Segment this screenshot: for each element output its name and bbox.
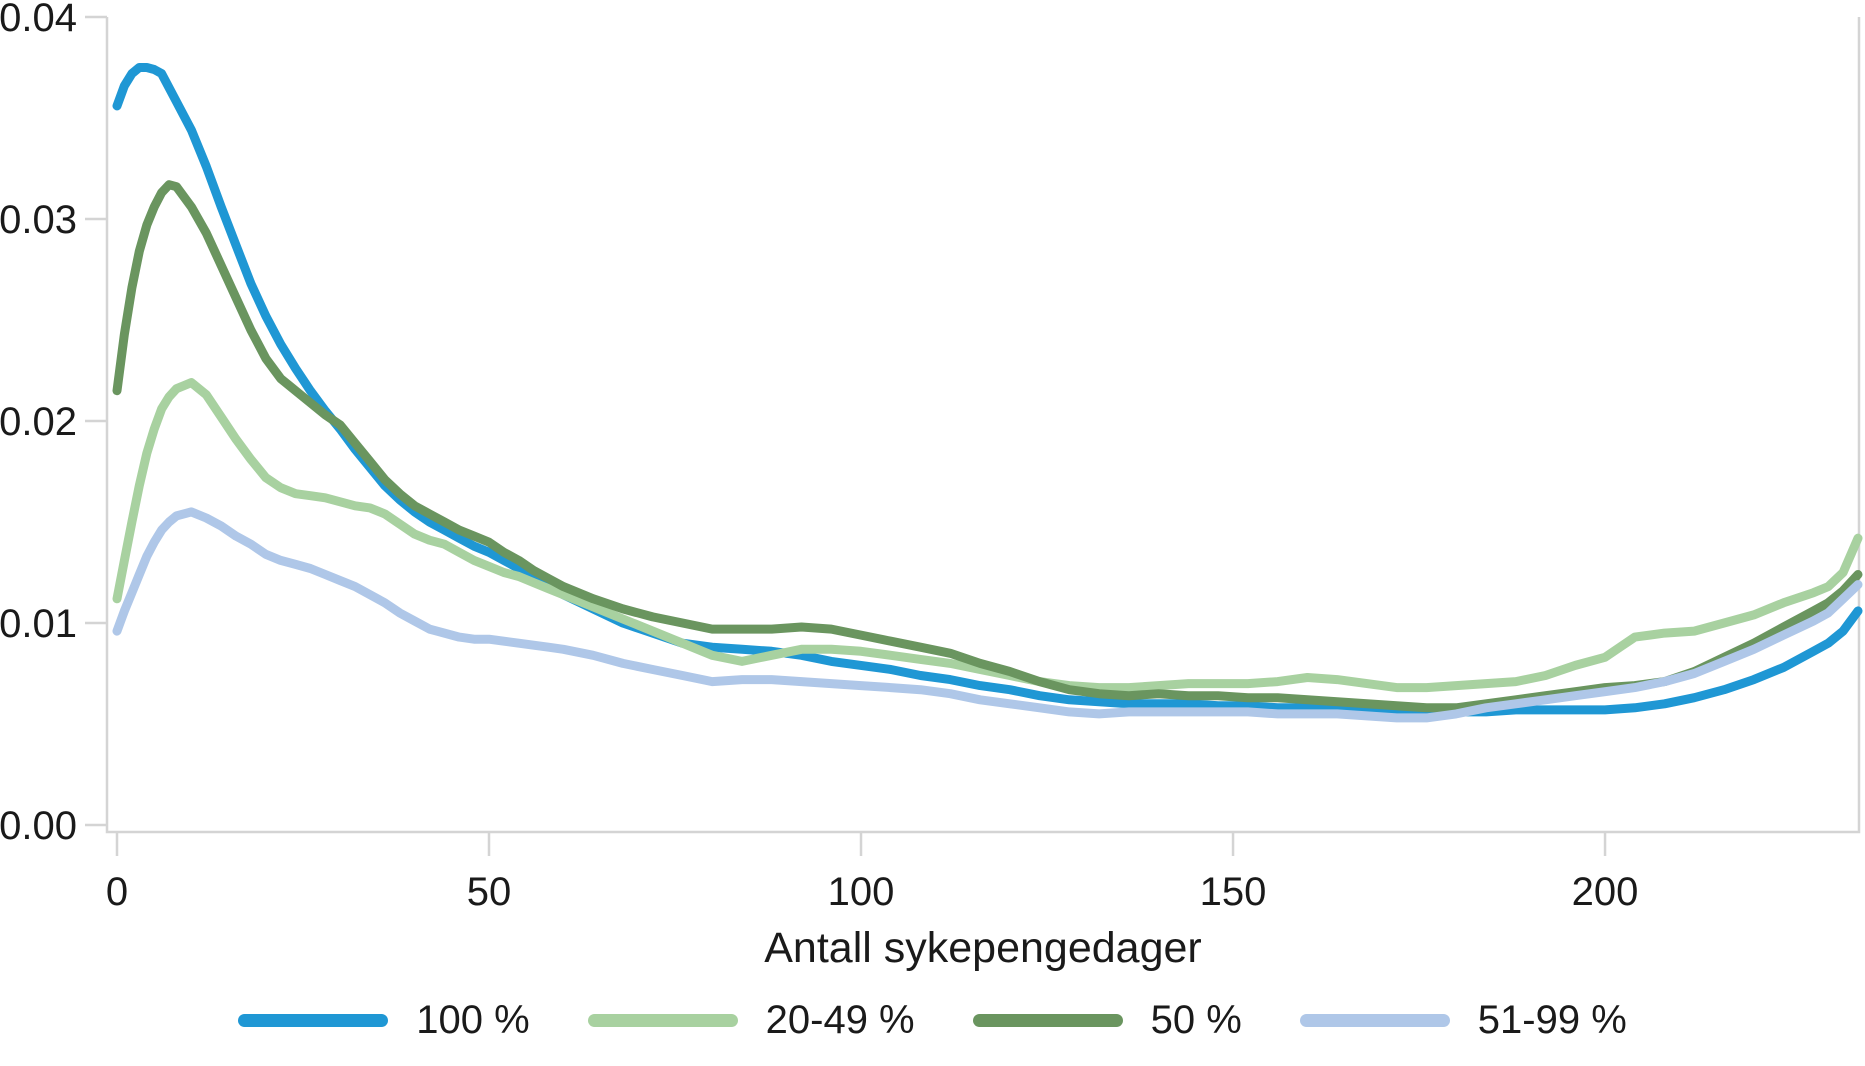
x-tick-label: 100: [828, 870, 895, 914]
legend: 100 % 20-49 % 50 % 51-99 %: [0, 1000, 1865, 1040]
legend-label-20-49: 20-49 %: [765, 998, 915, 1042]
plot-border: [105, 17, 1861, 834]
series-line-3: [112, 507, 1863, 723]
legend-swatch-51-99-icon: [1299, 1013, 1450, 1027]
y-tick-label: 0.03: [0, 198, 77, 242]
y-tick-label: 0.00: [0, 804, 77, 848]
x-tick-label: 0: [106, 870, 128, 914]
x-tick-label: 50: [467, 870, 512, 914]
y-tick-label: 0.04: [0, 0, 77, 40]
series-lines: [112, 63, 1863, 723]
legend-swatch-20-49-icon: [587, 1013, 738, 1027]
legend-label-51-99: 51-99 %: [1477, 998, 1627, 1042]
legend-swatch-100-icon: [238, 1013, 389, 1027]
x-tick-label: 200: [1572, 870, 1639, 914]
legend-swatch-50-icon: [972, 1013, 1123, 1027]
legend-label-100: 100 %: [416, 998, 530, 1042]
y-tick-label: 0.02: [0, 400, 77, 444]
x-tick-label: 150: [1200, 870, 1267, 914]
series-line-1: [112, 378, 1863, 693]
legend-label-50: 50 %: [1150, 998, 1242, 1042]
plot-area: 0.00 0.01 0.02 0.03 0.04 0 50 100 150 200 Antall …: [0, 0, 1863, 972]
legend-item-50: 50 %: [972, 998, 1242, 1042]
legend-item-100: 100 %: [238, 998, 530, 1042]
series-line-0: [112, 63, 1863, 717]
y-tick-label: 0.01: [0, 602, 77, 646]
axes: 0.00 0.01 0.02 0.03 0.04 0 50 100 150 200: [0, 0, 1861, 914]
series-line-2: [112, 180, 1863, 713]
legend-item-20-49: 20-49 %: [587, 998, 915, 1042]
x-axis-title: Antall sykepengedager: [764, 924, 1201, 972]
legend-item-51-99: 51-99 %: [1299, 998, 1627, 1042]
